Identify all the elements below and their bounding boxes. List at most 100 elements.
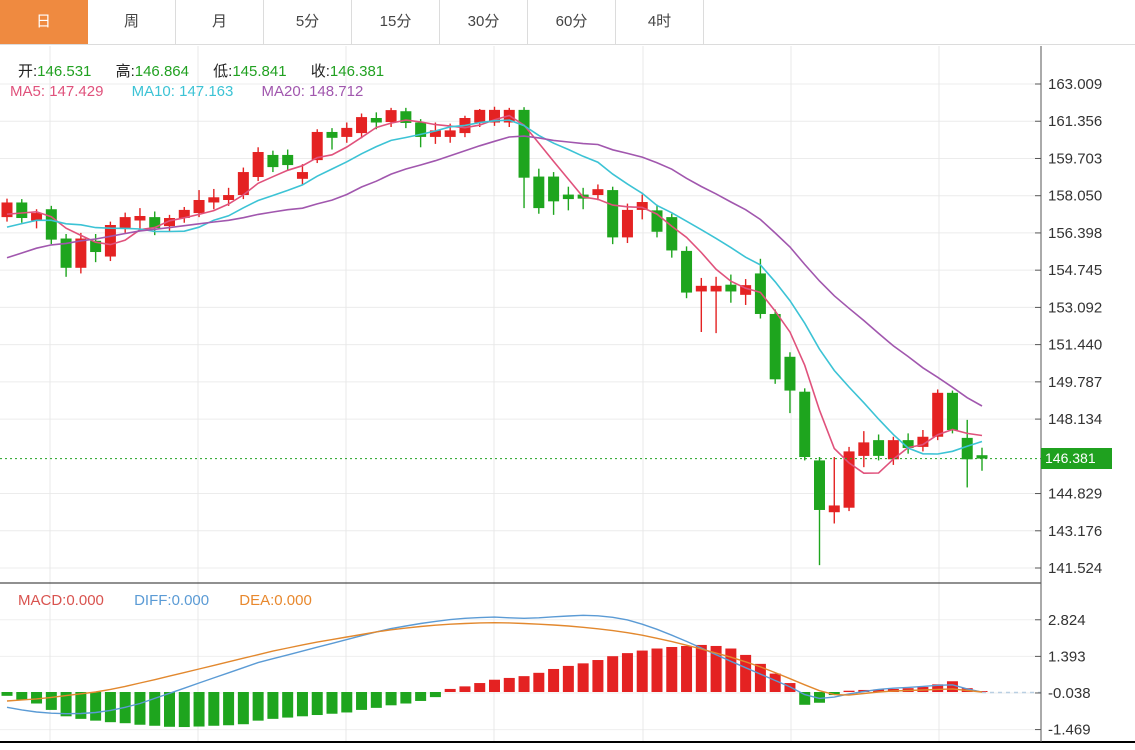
candle-body <box>444 130 456 137</box>
candle-body <box>31 213 43 221</box>
ohlc-readout: 开:146.531 高:146.864 低:145.841 收:146.381 <box>18 60 404 81</box>
candle-body <box>754 273 766 314</box>
tab-week[interactable]: 周 <box>88 0 176 44</box>
macd-hist-bar <box>104 692 116 723</box>
macd-hist-bar <box>90 692 102 721</box>
candle-body <box>400 111 412 123</box>
macd-hist-bar <box>799 692 811 705</box>
y-axis-label: 159.703 <box>1048 150 1102 167</box>
ma20-readout: MA20: 148.712 <box>261 83 364 100</box>
macd-hist-bar <box>282 692 294 718</box>
candle-body <box>828 505 840 513</box>
y-axis-label: 148.134 <box>1048 411 1102 428</box>
macd-hist-bar <box>296 692 308 717</box>
tab-15min[interactable]: 15分 <box>352 0 440 44</box>
macd-axis-label: -1.469 <box>1048 722 1091 739</box>
candle-body <box>769 313 781 380</box>
candle-body <box>799 391 811 458</box>
candle-body <box>784 356 796 391</box>
candle-body <box>621 209 633 238</box>
macd-hist-bar <box>60 692 72 717</box>
candle-body <box>341 127 353 137</box>
candle-body <box>356 117 368 134</box>
macd-hist-bar <box>932 684 944 692</box>
tab-month[interactable]: 月 <box>176 0 264 44</box>
candle-body <box>858 442 870 456</box>
candlestick-macd-canvas[interactable]: 163.009 161.356 159.703 158.050 156.398 154.7… <box>0 45 1135 750</box>
ma5-readout: MA5: 147.429 <box>10 83 104 100</box>
candle-body <box>326 131 338 138</box>
macd-hist-bar <box>356 692 368 710</box>
candle-body <box>370 117 382 123</box>
candle-body <box>149 217 161 228</box>
candle-body <box>946 392 958 430</box>
macd-hist-bar <box>134 692 146 725</box>
candle-body <box>814 460 825 510</box>
macd-hist-bar <box>385 692 397 706</box>
candle-body <box>429 130 441 137</box>
candle-body <box>681 250 693 293</box>
candle-body <box>208 197 220 203</box>
macd-hist-bar <box>237 692 249 725</box>
open-readout: 开:146.531 <box>18 63 92 80</box>
candle-body <box>119 217 131 228</box>
macd-hist-bar <box>725 648 737 692</box>
candle-body <box>134 215 146 221</box>
y-axis-label: 156.398 <box>1048 225 1102 242</box>
candle-body <box>223 195 235 200</box>
macd-hist-bar <box>267 692 279 719</box>
macd-hist-bar <box>873 689 885 692</box>
high-readout: 高:146.864 <box>115 63 189 80</box>
tab-30min[interactable]: 30分 <box>440 0 528 44</box>
candle-body <box>311 131 323 161</box>
candle-body <box>489 109 500 123</box>
macd-hist-bar <box>621 653 633 692</box>
dea-line <box>6 621 983 702</box>
macd-group <box>1 614 1041 728</box>
macd-hist-bar <box>429 692 441 698</box>
y-axis-label: 153.092 <box>1048 299 1102 316</box>
macd-hist-bar <box>577 663 589 692</box>
candle-body <box>474 109 486 123</box>
macd-hist-bar <box>814 692 825 703</box>
candle-body <box>237 172 249 196</box>
macd-hist-bar <box>45 692 57 710</box>
tab-60min[interactable]: 60分 <box>528 0 616 44</box>
diff-value-readout: DIFF:0.000 <box>134 592 210 609</box>
candle-body <box>917 436 929 447</box>
macd-axis-label: -0.038 <box>1048 685 1091 702</box>
macd-axis-label: 2.824 <box>1048 612 1086 629</box>
tab-day[interactable]: 日 <box>0 0 88 44</box>
candle-body <box>104 224 116 257</box>
candle-body <box>178 209 190 219</box>
tab-5min[interactable]: 5分 <box>264 0 352 44</box>
macd-hist-bar <box>489 679 500 692</box>
y-axis-label: 149.787 <box>1048 374 1102 391</box>
ma-readout: MA5: 147.429 MA10: 147.163 MA20: 148.712 <box>10 83 387 100</box>
candle-body <box>961 437 973 460</box>
tab-4hour[interactable]: 4时 <box>616 0 704 44</box>
macd-hist-bar <box>946 681 958 692</box>
macd-hist-bar <box>341 692 353 713</box>
candle-body <box>296 172 308 179</box>
macd-hist-bar <box>710 645 722 692</box>
y-axis-label: 163.009 <box>1048 76 1102 93</box>
macd-hist-bar <box>459 686 471 692</box>
gridlines <box>0 46 1035 742</box>
macd-hist-bar <box>651 648 663 692</box>
candle-body <box>193 199 205 214</box>
macd-hist-bar <box>415 692 427 701</box>
y-axis-label: 144.829 <box>1048 486 1102 503</box>
macd-hist-bar <box>843 690 855 692</box>
y-axis-label: 143.176 <box>1048 523 1102 540</box>
macd-hist-bar <box>533 672 545 692</box>
ma10-line <box>6 119 983 455</box>
macd-hist-bar <box>592 660 604 692</box>
macd-hist-bar <box>474 683 486 692</box>
macd-hist-bar <box>252 692 264 721</box>
candle-body <box>976 455 988 459</box>
candle-body <box>1 202 13 218</box>
macd-hist-bar <box>149 692 161 726</box>
low-readout: 低:145.841 <box>213 63 287 80</box>
